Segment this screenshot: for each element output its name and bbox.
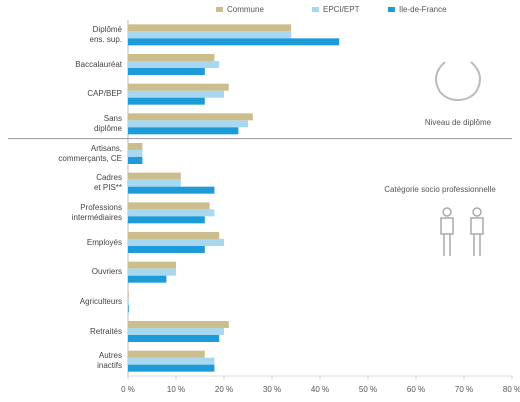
y-tick-label: Artisans, commerçants, CE bbox=[58, 143, 122, 163]
bar bbox=[128, 113, 253, 121]
legend-swatch bbox=[312, 7, 319, 12]
bar bbox=[128, 61, 220, 68]
x-tick-label: 50 % bbox=[359, 385, 377, 394]
bar bbox=[128, 246, 205, 253]
y-tick-label: Cadres et PIS** bbox=[93, 173, 122, 193]
bar bbox=[128, 328, 224, 335]
bar bbox=[128, 127, 239, 135]
bar bbox=[128, 275, 167, 283]
bar bbox=[128, 179, 181, 187]
bar bbox=[128, 186, 215, 194]
bar bbox=[128, 150, 143, 157]
y-tick-label: Ouvriers bbox=[91, 267, 122, 277]
bar bbox=[128, 31, 292, 39]
legend-swatch bbox=[388, 7, 395, 12]
bar bbox=[128, 298, 129, 306]
y-tick-label: Employés bbox=[86, 237, 122, 247]
bar bbox=[128, 83, 229, 91]
bar bbox=[128, 90, 224, 98]
bar bbox=[128, 97, 205, 105]
bar bbox=[128, 305, 129, 313]
bar bbox=[128, 335, 220, 342]
y-tick-label: Autres inactifs bbox=[97, 351, 122, 371]
bar bbox=[128, 68, 205, 75]
bar bbox=[128, 291, 129, 299]
y-tick-label: CAP/BEP bbox=[87, 89, 122, 99]
bar bbox=[128, 364, 215, 372]
bar bbox=[128, 157, 143, 164]
bar bbox=[128, 239, 224, 246]
y-tick-label: Agriculteurs bbox=[79, 296, 122, 306]
bar bbox=[128, 54, 215, 61]
bar bbox=[128, 268, 176, 276]
bar bbox=[128, 321, 229, 328]
y-tick-label: Diplômé ens. sup. bbox=[89, 24, 122, 44]
x-tick-label: 0 % bbox=[121, 385, 135, 394]
legend-swatch bbox=[216, 7, 223, 12]
y-tick-label: Retraités bbox=[89, 326, 122, 336]
bar bbox=[128, 350, 205, 358]
people-icon bbox=[440, 207, 484, 256]
bar bbox=[128, 24, 292, 32]
x-tick-label: 10 % bbox=[167, 385, 185, 394]
legend-label: Ile-de-France bbox=[399, 5, 447, 14]
bar bbox=[128, 232, 220, 239]
bar bbox=[128, 357, 215, 365]
bar bbox=[128, 38, 340, 46]
bar bbox=[128, 261, 176, 269]
annotation: Niveau de diplôme bbox=[425, 118, 492, 127]
x-tick-label: 60 % bbox=[407, 385, 425, 394]
y-tick-label: Sans diplôme bbox=[93, 113, 122, 133]
annotation: Catégorie socio professionnelle bbox=[384, 185, 496, 194]
bar bbox=[128, 172, 181, 180]
legend-label: EPCI/EPT bbox=[323, 5, 360, 14]
legend-label: Commune bbox=[227, 5, 264, 14]
x-tick-label: 70 % bbox=[455, 385, 473, 394]
y-tick-label: Professions intermédiaires bbox=[71, 202, 122, 222]
bar bbox=[128, 120, 248, 128]
x-tick-label: 40 % bbox=[311, 385, 329, 394]
x-tick-label: 20 % bbox=[215, 385, 233, 394]
y-tick-label: Baccalauréat bbox=[75, 59, 122, 69]
bar bbox=[128, 209, 215, 217]
bar bbox=[128, 216, 205, 224]
bar bbox=[128, 143, 143, 150]
bar bbox=[128, 202, 210, 210]
wreath-icon bbox=[435, 61, 481, 101]
x-tick-label: 30 % bbox=[263, 385, 281, 394]
x-tick-label: 80 % bbox=[503, 385, 520, 394]
